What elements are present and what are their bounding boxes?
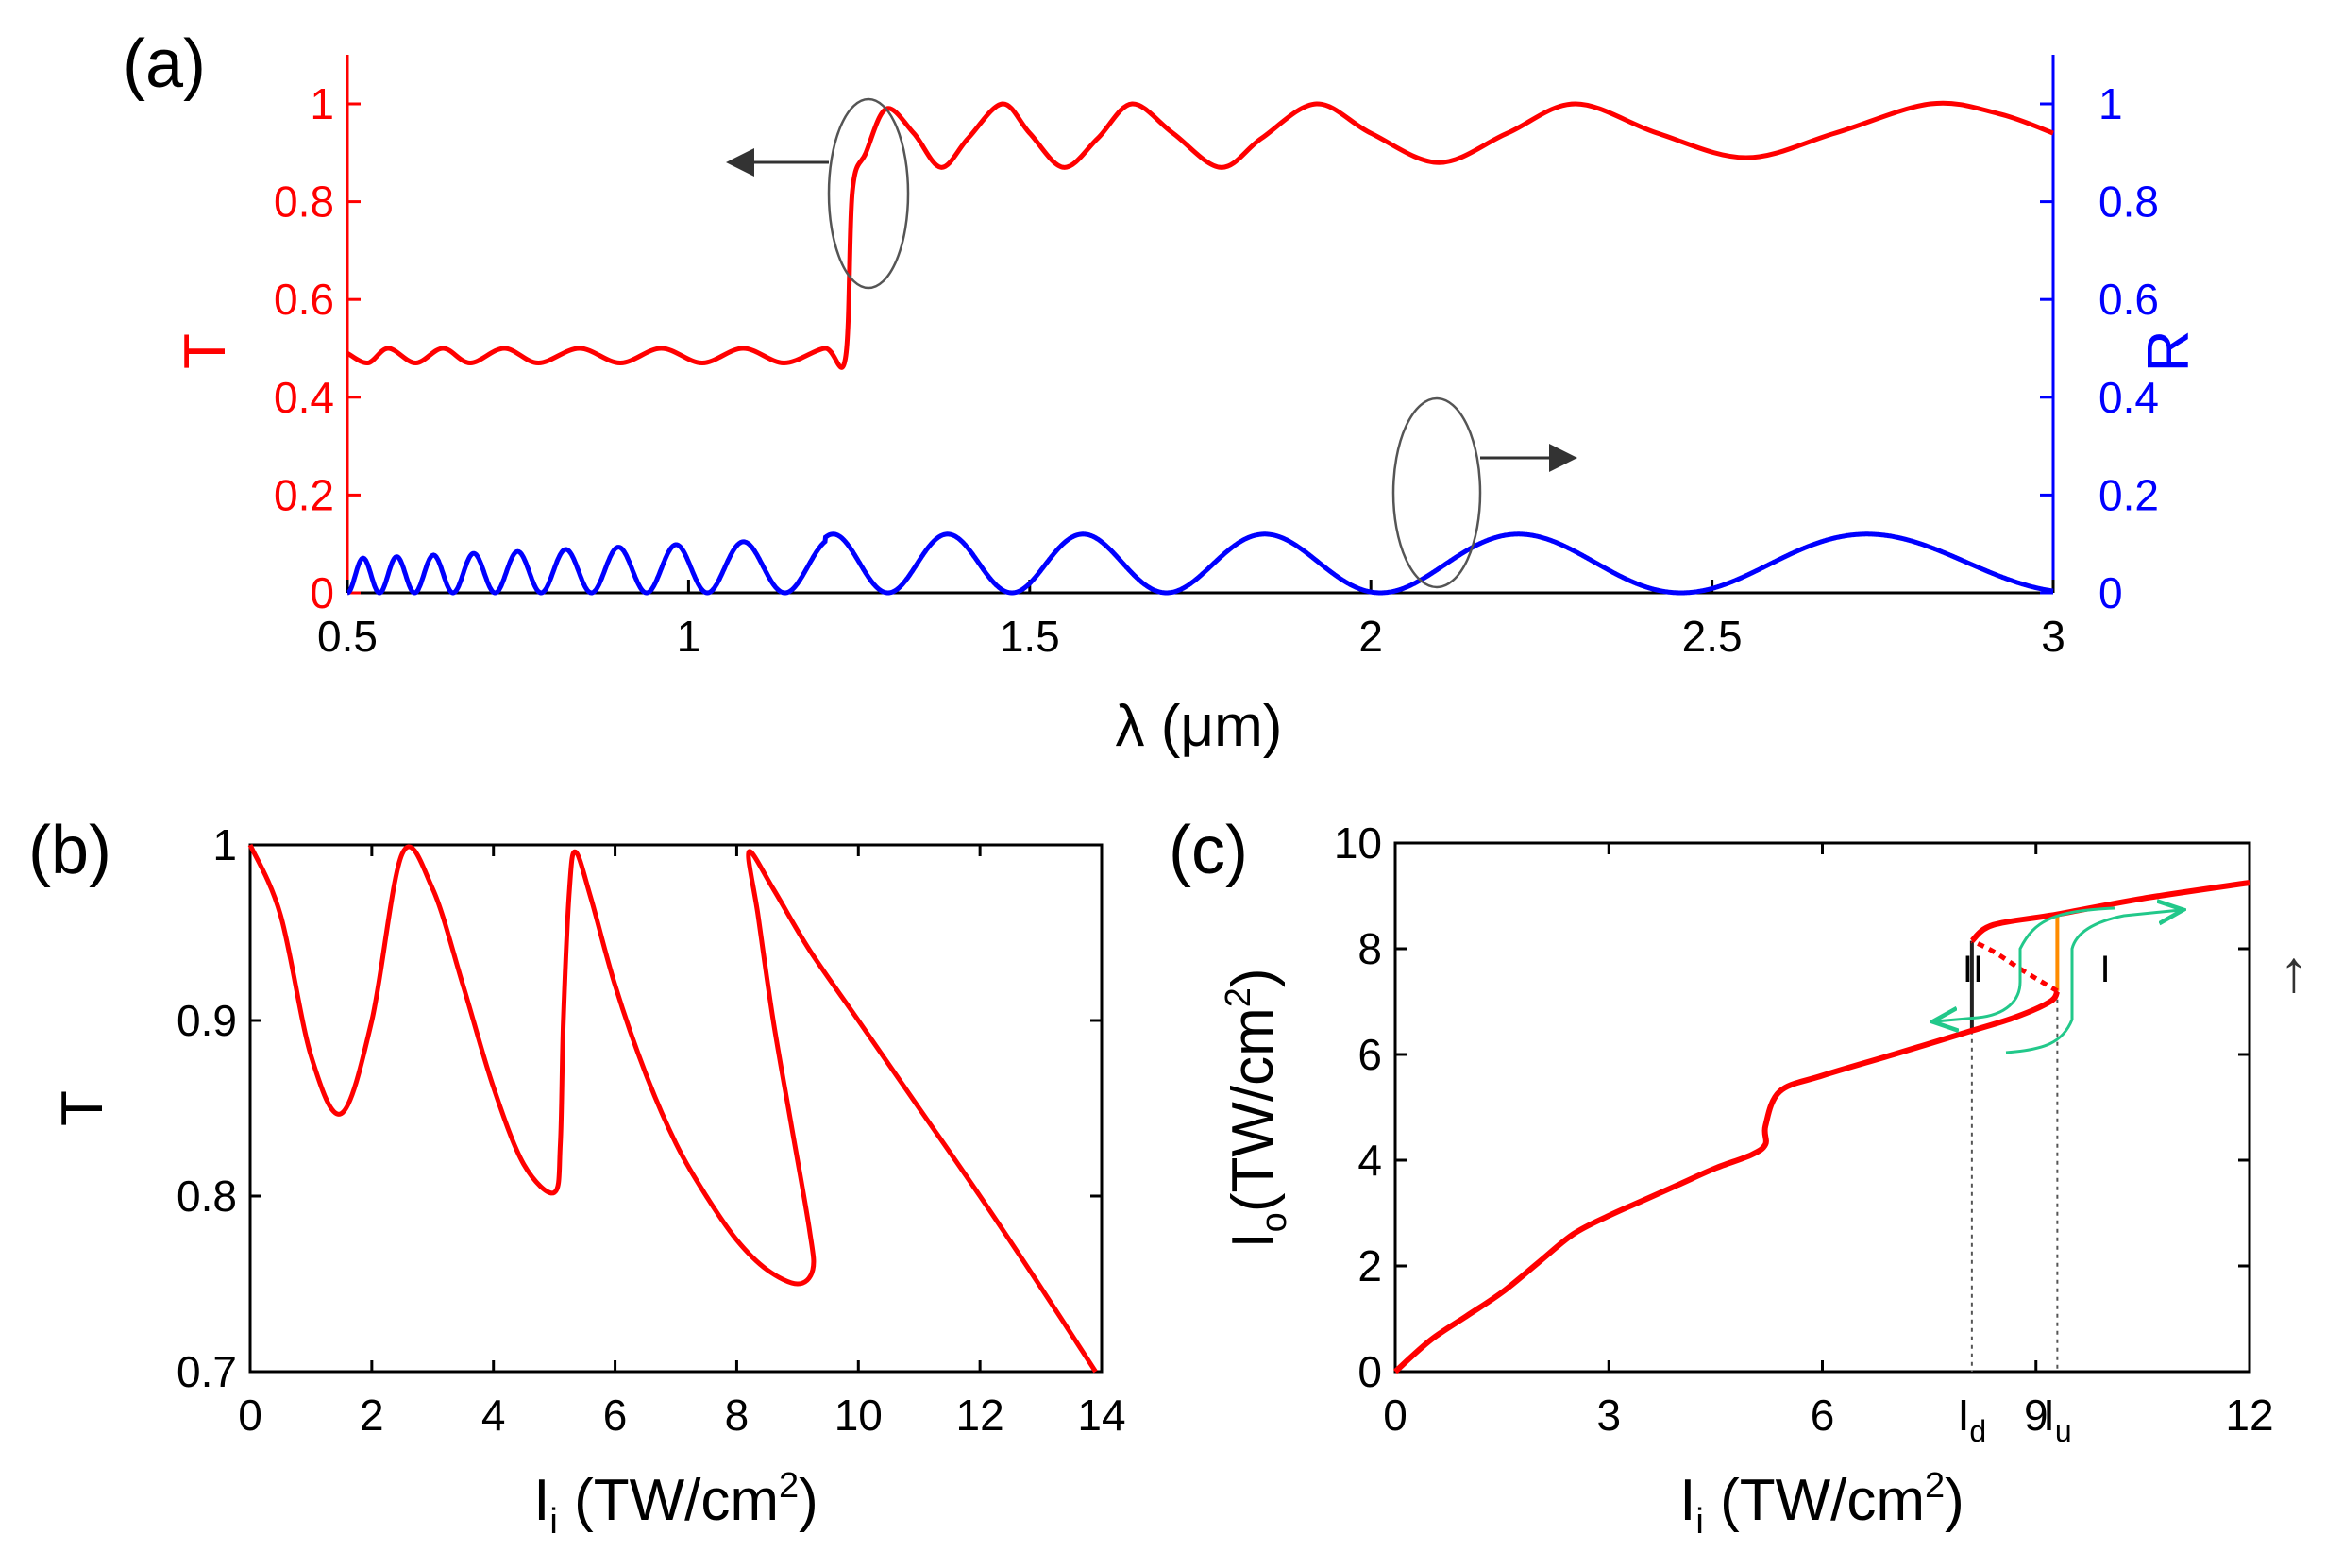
a-y-left-tick-label: 0.8 xyxy=(274,177,334,227)
c-x-tick-label: 6 xyxy=(1811,1391,1835,1440)
a-x-tick-label: 3 xyxy=(2041,612,2065,661)
a-x-tick-label: 2.5 xyxy=(1682,612,1743,661)
c-series-lower-branch xyxy=(1392,989,2061,1374)
a-y-right-tick-label: 0.4 xyxy=(2098,373,2159,422)
b-series-t xyxy=(247,843,1098,1374)
c-y-tick-label: 4 xyxy=(1357,1136,1382,1185)
a-y-right-tick-label: 0.2 xyxy=(2098,470,2159,519)
a-x-tick-label: 1.5 xyxy=(1000,612,1060,661)
panel-label-c: (c) xyxy=(1169,813,1248,888)
b-ticks: 0 2 4 6 8 10 12 14 0.7 0.8 0.9 1 xyxy=(177,820,1126,1440)
a-y-left-tick-label: 0.4 xyxy=(274,373,334,422)
a-y-left-title: T xyxy=(173,333,238,369)
b-y-tick-label: 0.7 xyxy=(177,1347,237,1396)
a-y-right-tick-label: 0.8 xyxy=(2098,177,2159,227)
c-series-unstable-branch xyxy=(1970,938,2059,993)
c-y-tick-label: 8 xyxy=(1357,924,1382,973)
c-x-extra-tick-label: Id xyxy=(1958,1391,1987,1448)
c-y-tick-label: 0 xyxy=(1357,1347,1382,1396)
b-x-tick-label: 14 xyxy=(1077,1391,1125,1440)
b-x-tick-label: 8 xyxy=(725,1391,750,1440)
panel-label-a: (a) xyxy=(123,26,206,102)
b-y-axis-title: T xyxy=(50,1090,115,1126)
c-plot-frame xyxy=(1393,841,2251,1374)
b-y-tick-label: 0.9 xyxy=(177,996,237,1045)
a-series-t xyxy=(346,100,2054,370)
c-x-axis-title: Ii (TW/cm2) xyxy=(1679,1466,1964,1542)
b-x-tick-label: 12 xyxy=(956,1391,1004,1440)
c-y-tick-label: 10 xyxy=(1334,818,1382,868)
b-x-tick-label: 6 xyxy=(603,1391,628,1440)
c-x-tick-label: 3 xyxy=(1596,1391,1621,1440)
b-y-tick-label: 0.8 xyxy=(177,1172,237,1221)
c-loop-arrow-ii xyxy=(1935,906,2115,1021)
a-y-left-tick-label: 0.2 xyxy=(274,470,334,519)
a-y-left-tick-label: 0.6 xyxy=(274,275,334,324)
b-x-tick-label: 4 xyxy=(481,1391,506,1440)
c-x-extra-tick-label: Iu xyxy=(2043,1391,2072,1448)
panel-c: (c) 0 3 6 9 12 0 2 4 6 8 10 Id Iu Ii (TW/cm2) Io(TW/… xyxy=(1169,813,2309,1542)
c-y-tick-label: 2 xyxy=(1357,1241,1382,1290)
a-y-right-title: R xyxy=(2136,330,2201,373)
c-label-ii: II xyxy=(1963,949,1983,990)
c-ticks: 0 3 6 9 12 0 2 4 6 8 10 Id Iu xyxy=(1334,818,2274,1448)
c-label-i: I xyxy=(2099,949,2110,990)
b-y-tick-label: 1 xyxy=(212,820,237,869)
a-x-axis-title: λ (μm) xyxy=(1116,694,1283,759)
panel-label-b: (b) xyxy=(28,813,111,888)
a-x-tick-label: 2 xyxy=(1358,612,1383,661)
b-x-axis-title: Ii (TW/cm2) xyxy=(533,1466,818,1542)
c-y-tick-label: 6 xyxy=(1357,1030,1382,1079)
c-guides xyxy=(1969,914,2060,1372)
a-y-right-tick-label: 1 xyxy=(2098,79,2123,128)
a-ellipse-t xyxy=(827,97,910,290)
c-x-tick-label: 12 xyxy=(2225,1391,2273,1440)
a-x-tick-label: 1 xyxy=(677,612,701,661)
b-x-tick-label: 2 xyxy=(360,1391,384,1440)
a-x-tick-label: 0.5 xyxy=(317,612,378,661)
b-x-tick-label: 10 xyxy=(834,1391,883,1440)
c-x-tick-label: 9 xyxy=(2024,1391,2048,1440)
c-loop-arrow-i xyxy=(2005,910,2181,1054)
b-x-tick-label: 0 xyxy=(238,1391,262,1440)
a-y-right-tick-label: 0 xyxy=(2098,568,2123,617)
c-side-arrow-icon: ↑ xyxy=(2280,939,2309,1004)
c-series-upper-branch xyxy=(1969,880,2250,943)
b-plot-frame xyxy=(248,843,1104,1374)
c-y-axis-title: Io(TW/cm2) xyxy=(1219,968,1294,1248)
panel-b: (b) 0 2 4 6 8 10 12 14 0.7 0.8 0.9 1 Ii (TW/cm2) T xyxy=(28,813,1126,1542)
a-ellipse-r xyxy=(1391,396,1482,589)
a-series-r xyxy=(346,531,2054,596)
a-y-right-tick-label: 0.6 xyxy=(2098,275,2159,324)
a-y-left-tick-label: 1 xyxy=(310,79,334,128)
a-y-left-tick-label: 0 xyxy=(310,568,334,617)
c-x-tick-label: 0 xyxy=(1383,1391,1407,1440)
panel-a: (a) 0.5 1 1.5 2 2.5 300.20.40.60.8100.20.40.6… xyxy=(123,26,2201,759)
